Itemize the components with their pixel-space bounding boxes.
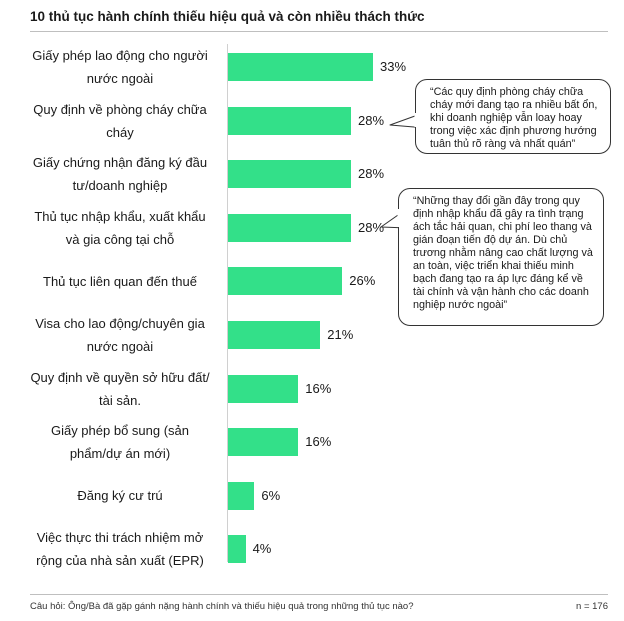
category-label-line: Visa cho lao động/chuyên gia	[35, 316, 205, 331]
chart-title: 10 thủ tục hành chính thiếu hiệu quả và …	[30, 9, 425, 24]
category-label: Việc thực thi trách nhiệm mở rộng của nhà…	[20, 526, 220, 572]
category-label-line: rộng của nhà sản xuất (EPR)	[36, 553, 204, 569]
data-label: 33%	[380, 59, 407, 74]
category-label: Giấy phép lao động cho người nước ngoài	[20, 44, 220, 90]
bar	[228, 53, 373, 81]
category-label: Visa cho lao động/chuyên gia nước ngoài	[20, 312, 220, 358]
data-label: 16%	[305, 380, 332, 396]
category-label-line: tài sản.	[99, 392, 141, 408]
data-label: 28%	[358, 112, 385, 128]
category-label: Thủ tục nhập khẩu, xuất khẩu và gia công …	[20, 205, 220, 251]
bar	[228, 535, 246, 564]
survey-question: Câu hỏi: Ông/Bà đã gặp gánh nặng hành ch…	[30, 601, 414, 612]
category-label-line: và gia công tại chỗ	[65, 231, 175, 247]
bar	[228, 106, 352, 135]
bar	[228, 481, 255, 510]
category-label-line: Giấy phép lao động cho người	[32, 48, 208, 63]
category-label: Đăng ký cư trú	[20, 484, 220, 507]
category-label: Giấy chứng nhận đăng ký đầu tư/doanh nghi…	[20, 151, 220, 197]
quote-box-fire-safety: “Các quy định phòng cháy chữa cháy mới đ…	[415, 79, 611, 154]
category-label: Quy định về phòng cháy chữa cháy	[20, 98, 220, 144]
data-label: 16%	[305, 434, 332, 450]
category-label-line: Thủ tục nhập khẩu, xuất khẩu	[34, 208, 206, 224]
bar	[228, 428, 299, 457]
bar	[228, 213, 352, 242]
title-divider	[30, 31, 608, 32]
quote-box-import-export: “Những thay đổi gần đây trong quy định n…	[398, 188, 604, 326]
category-label-line: phẩm/dự án mới)	[69, 446, 171, 462]
category-axis-line	[227, 44, 228, 562]
footer-divider	[30, 594, 608, 595]
bar	[228, 321, 321, 349]
category-label-line: cháy	[106, 124, 134, 140]
category-label: Quy định về quyền sở hữu đất/tài sản.	[20, 366, 220, 412]
category-label-line: Đăng ký cư trú	[77, 488, 163, 504]
category-label-line: nước ngoài	[86, 339, 154, 354]
category-label: Giấy phép bổ sung (sản phẩm/dự án mới)	[20, 419, 220, 465]
category-label: Thủ tục liên quan đến thuế	[20, 270, 220, 293]
data-label: 6%	[261, 487, 281, 503]
category-label-line: Việc thực thi trách nhiệm mở	[36, 530, 204, 546]
data-label: 28%	[358, 166, 385, 182]
category-label-line: Giấy phép bổ sung (sản	[50, 423, 190, 439]
category-label-line: Quy định về quyền sở hữu đất/	[30, 369, 210, 385]
category-label-line: Quy định về phòng cháy chữa	[33, 101, 207, 117]
category-label-line: Giấy chứng nhận đăng ký đầu	[32, 155, 208, 171]
category-label-line: nước ngoài	[86, 71, 154, 86]
category-label-line: Thủ tục liên quan đến thuế	[43, 273, 197, 289]
data-label: 4%	[252, 541, 272, 557]
data-label: 21%	[327, 327, 354, 342]
bar	[228, 160, 352, 189]
data-label: 28%	[358, 219, 385, 235]
sample-size: n = 176	[576, 601, 608, 612]
category-label-line: tư/doanh nghiệp	[72, 178, 168, 194]
bar	[228, 267, 343, 296]
bar	[228, 374, 299, 403]
data-label: 26%	[349, 273, 376, 289]
